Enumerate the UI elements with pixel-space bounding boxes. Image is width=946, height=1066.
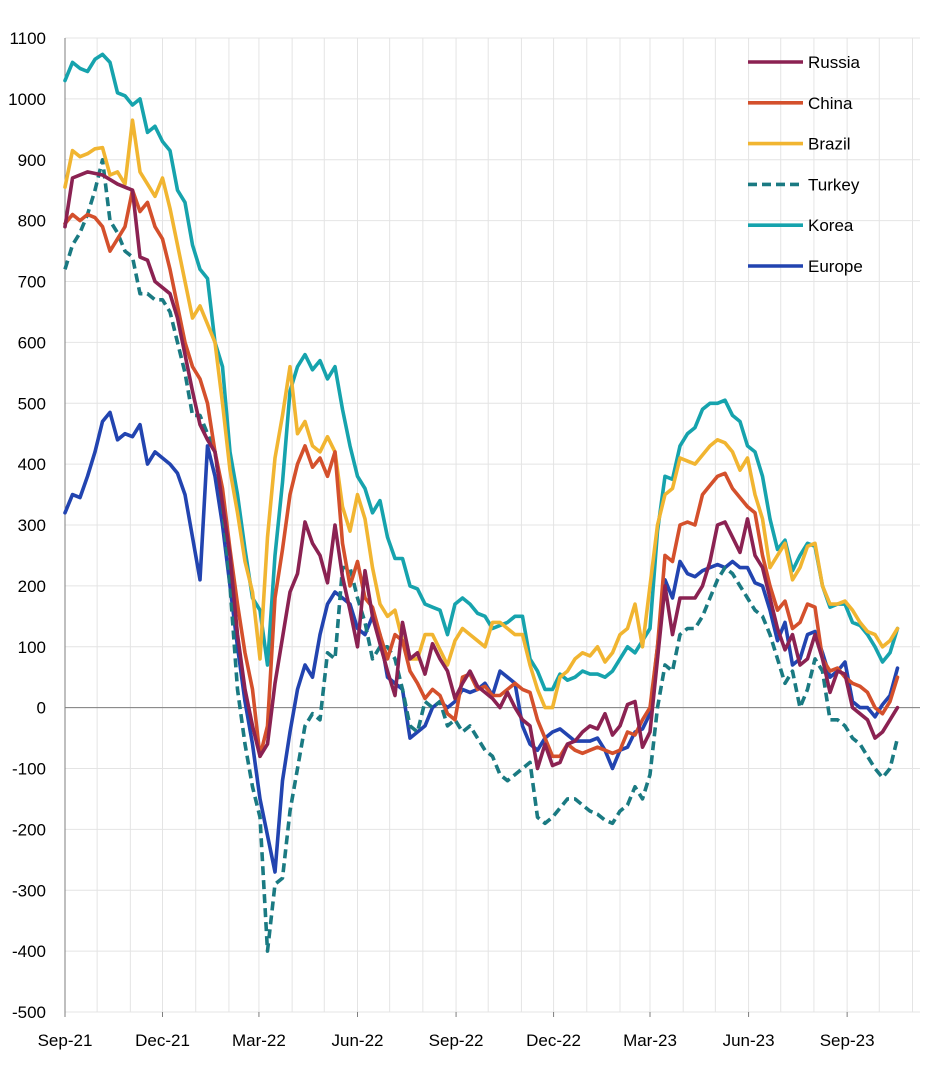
series-line-korea: [63, 52, 900, 692]
y-tick-label: 200: [18, 577, 46, 596]
legend-label-russia: Russia: [808, 53, 861, 72]
y-tick-label: -500: [12, 1003, 46, 1022]
legend: Russia China Brazil Turkey Korea Europe: [748, 53, 863, 276]
y-tick-label: 900: [18, 151, 46, 170]
x-tick-label: Mar-23: [623, 1031, 677, 1050]
series-line-turkey: [63, 158, 900, 953]
y-tick-label: 0: [37, 699, 46, 718]
x-tick-label: Jun-22: [332, 1031, 384, 1050]
axes: 110010009008007006005004003002001000-100…: [8, 29, 920, 1050]
y-tick-label: -400: [12, 942, 46, 961]
y-tick-label: 400: [18, 455, 46, 474]
y-tick-label: 500: [18, 394, 46, 413]
y-tick-label: 800: [18, 212, 46, 231]
y-tick-label: -300: [12, 881, 46, 900]
series-line-china: [63, 188, 900, 759]
y-tick-label: 1000: [8, 90, 46, 109]
y-tick-label: 100: [18, 638, 46, 657]
x-tick-label: Jun-23: [723, 1031, 775, 1050]
y-tick-label: -100: [12, 760, 46, 779]
legend-label-turkey: Turkey: [808, 175, 860, 194]
legend-label-brazil: Brazil: [808, 135, 851, 154]
x-tick-label: Dec-21: [135, 1031, 190, 1050]
x-tick-label: Sep-23: [820, 1031, 875, 1050]
legend-label-korea: Korea: [808, 216, 854, 235]
series-lines: [63, 52, 900, 953]
x-tick-label: Sep-21: [38, 1031, 93, 1050]
y-tick-label: 1100: [9, 29, 46, 48]
y-tick-label: 600: [18, 333, 46, 352]
y-tick-label: -200: [12, 820, 46, 839]
x-tick-label: Sep-22: [429, 1031, 484, 1050]
series-line-russia: [63, 170, 900, 771]
y-tick-label: 700: [18, 273, 46, 292]
x-tick-label: Dec-22: [526, 1031, 581, 1050]
y-tick-label: 300: [18, 516, 46, 535]
x-tick-label: Mar-22: [232, 1031, 286, 1050]
series-line-brazil: [63, 118, 900, 710]
legend-label-europe: Europe: [808, 257, 863, 276]
legend-label-china: China: [808, 94, 853, 113]
